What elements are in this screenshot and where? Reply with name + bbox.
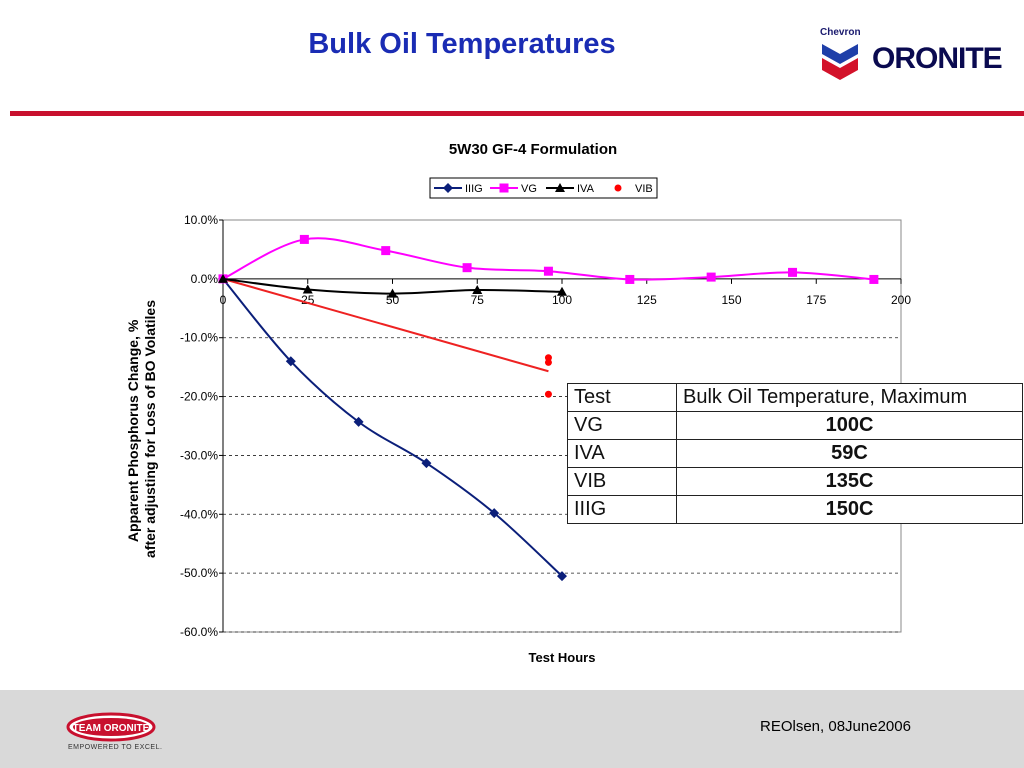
vib-trendline [222, 277, 549, 373]
table-cell-temperature: 100C [676, 411, 1023, 440]
x-tick-label: 100 [552, 293, 572, 307]
bulk-oil-temperature-table: Test Bulk Oil Temperature, Maximum VG 10… [567, 383, 1023, 524]
data-point-iva [387, 288, 398, 298]
legend-label-vg: VG [521, 183, 537, 195]
legend-marker-iva [555, 183, 565, 192]
data-point-vg [706, 272, 716, 282]
data-point-iiig [353, 416, 364, 427]
data-point-iva [218, 273, 228, 283]
data-point-iva [472, 285, 483, 295]
x-axis-label: Test Hours [529, 650, 596, 665]
y-axis-label-line-1: Apparent Phosphorus Change, % [125, 319, 141, 542]
data-point-iva [557, 286, 567, 296]
brand-small-text: Chevron [820, 27, 861, 38]
data-point-iiig [285, 356, 296, 367]
y-axis-label: Apparent Phosphorus Change, % after adju… [125, 300, 158, 558]
data-point-iiig [557, 571, 567, 582]
table-cell-temperature: 135C [676, 467, 1023, 496]
x-tick-label: 150 [721, 293, 741, 307]
slide-title: Bulk Oil Temperatures [308, 28, 616, 60]
legend-marker-vg [499, 183, 509, 193]
footer-tagline: EMPOWERED TO EXCEL. [68, 744, 163, 751]
table-header-test: Test [567, 383, 677, 412]
data-point-iva [302, 284, 313, 294]
x-tick-label: 200 [891, 293, 911, 307]
data-point-iiig [421, 458, 432, 469]
table-row: IIIG 150C [567, 495, 1023, 524]
table-cell-temperature: 150C [676, 495, 1023, 524]
legend-marker-vib [614, 184, 622, 192]
legend-label-vib: VIB [635, 183, 653, 195]
data-point-vg [381, 246, 391, 256]
data-point-vib [544, 390, 552, 398]
x-tick-label: 125 [637, 293, 657, 307]
y-tick-label: -20.0% [180, 390, 218, 404]
series-line-iiig [222, 278, 563, 577]
y-tick-label: -50.0% [180, 566, 218, 580]
table-row: IVA 59C [567, 439, 1023, 468]
table-row: VIB 135C [567, 467, 1023, 496]
y-tick-label: -30.0% [180, 448, 218, 462]
y-tick-label: 0.0% [191, 272, 219, 286]
table-header-temperature: Bulk Oil Temperature, Maximum [676, 383, 1023, 412]
data-point-vg [462, 263, 472, 273]
legend-label-iiig: IIIG [465, 183, 483, 195]
legend-label-iva: IVA [577, 183, 595, 195]
chart-title: 5W30 GF-4 Formulation [449, 141, 617, 158]
brand-oronite-text: ORONITE [872, 42, 1003, 75]
table-cell-test: IIIG [567, 495, 677, 524]
chart-legend: IIIG VG IVA VIB [429, 177, 658, 199]
y-tick-label: -40.0% [180, 507, 218, 521]
table-cell-test: IVA [567, 439, 677, 468]
table-row: VG 100C [567, 411, 1023, 440]
data-point-vg [625, 274, 635, 284]
legend-marker-iiig [443, 183, 453, 193]
data-point-vg [788, 267, 798, 277]
team-oronite-logo-icon: TEAM ORONITE [66, 712, 156, 742]
footer-credit: REOlsen, 08June2006 [760, 718, 911, 735]
x-tick-label: 0 [220, 293, 227, 307]
table-header-row: Test Bulk Oil Temperature, Maximum [567, 383, 1023, 412]
title-divider [10, 111, 1024, 116]
footer-bar [0, 690, 1024, 768]
data-point-iiig [489, 508, 500, 519]
x-tick-label: 75 [471, 293, 485, 307]
data-point-vg [869, 274, 879, 284]
chevron-logo-icon [822, 44, 858, 80]
y-tick-label: -60.0% [180, 625, 218, 639]
data-point-vg [543, 266, 553, 276]
y-tick-label: 10.0% [184, 213, 218, 227]
data-point-vg [299, 234, 309, 244]
y-tick-label: -10.0% [180, 331, 218, 345]
table-cell-test: VG [567, 411, 677, 440]
legend-box [429, 177, 658, 199]
y-axis-label-line-2: after adjusting for Loss of BO Volatiles [142, 300, 158, 558]
data-point-vib [544, 358, 552, 366]
footer-logo-text: TEAM ORONITE [73, 723, 150, 734]
table-cell-test: VIB [567, 467, 677, 496]
table-cell-temperature: 59C [676, 439, 1023, 468]
x-tick-label: 175 [806, 293, 826, 307]
